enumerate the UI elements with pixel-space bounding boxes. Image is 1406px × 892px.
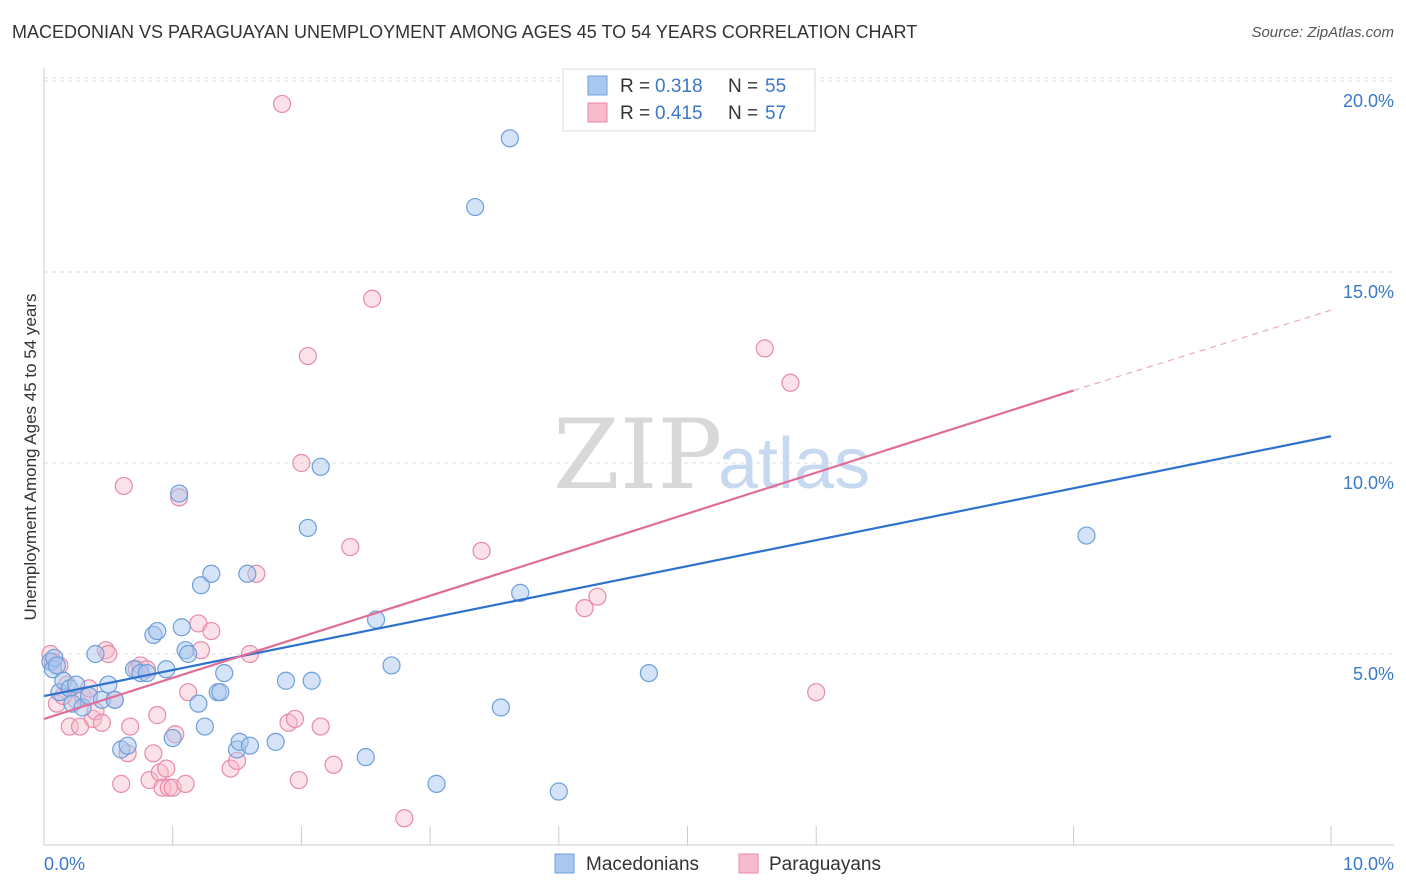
top-legend: R = 0.318 N = 55 R = 0.415 N = 57 — [562, 68, 816, 132]
x-tick-label-min: 0.0% — [44, 854, 85, 874]
legend-r-label-pink: R = — [620, 103, 650, 124]
macedonians-point-42 — [302, 671, 321, 690]
legend-n-label-pink: N = — [728, 103, 758, 124]
paraguayans-point-25 — [144, 744, 163, 763]
macedonians-point-11 — [86, 644, 105, 664]
macedonians-point-50 — [500, 129, 519, 148]
macedonians-point-51 — [511, 583, 530, 602]
paraguayans-point-43 — [272, 94, 292, 114]
chart-title: MACEDONIAN VS PARAGUAYAN UNEMPLOYMENT AM… — [12, 22, 918, 42]
bottom-legend: Macedonians Paraguayans — [554, 853, 881, 875]
legend-n-label-blue: N = — [728, 76, 758, 97]
bottom-legend-swatch-macedonians — [554, 853, 575, 874]
paraguayans-point-28 — [153, 778, 172, 797]
macedonians-point-47 — [427, 774, 446, 793]
paraguayans-point-29 — [157, 759, 176, 778]
paraguayans-point-52 — [363, 289, 382, 308]
macedonians-point-37 — [240, 736, 260, 755]
paraguayans-point-55 — [575, 599, 594, 618]
macedonians-point-31 — [202, 564, 221, 583]
macedonians-point-48 — [466, 197, 485, 217]
macedonians-point-3 — [47, 656, 66, 675]
paraguayans-point-46 — [289, 770, 308, 790]
macedonians-point-43 — [311, 457, 330, 476]
legend-swatch-pink — [587, 102, 608, 123]
macedonians-point-28 — [189, 694, 208, 713]
macedonians-point-49 — [491, 698, 510, 717]
paraguayans-point-45 — [285, 709, 305, 729]
trend-lines — [43, 309, 1332, 720]
paraguayans-point-59 — [807, 683, 826, 702]
macedonians-point-30 — [195, 717, 214, 736]
x-tick-label-max: 10.0% — [1343, 854, 1394, 874]
paraguayans-point-58 — [781, 373, 800, 392]
macedonians-trend-line — [43, 435, 1332, 698]
paraguayans-trend-extension — [1073, 309, 1332, 391]
y-axis-label: Unemployment Among Ages 45 to 54 years — [21, 294, 40, 621]
paraguayans-point-35 — [179, 683, 198, 702]
legend-n-value-pink: 57 — [765, 103, 786, 124]
paraguayans-point-56 — [588, 587, 607, 606]
watermark-zip: ZIP — [553, 399, 722, 511]
paraguayans-point-57 — [755, 339, 774, 358]
paraguayans-point-20 — [121, 717, 140, 736]
macedonians-point-34 — [215, 663, 234, 683]
paraguayans-point-34 — [176, 774, 195, 793]
macedonians-point-25 — [172, 618, 191, 637]
paraguayans-point-13 — [92, 713, 112, 732]
y-tick-label-2: 15.0% — [1343, 282, 1394, 302]
paraguayans-point-47 — [292, 453, 311, 473]
macedonians-point-40 — [276, 671, 296, 690]
y-tick-label-0: 5.0% — [1353, 664, 1394, 684]
legend-n-value-blue: 55 — [765, 76, 786, 97]
paraguayans-point-39 — [221, 759, 240, 778]
paraguayans-point-18 — [114, 476, 133, 496]
paraguayans-trend-line — [43, 389, 1074, 720]
macedonians-point-33 — [211, 683, 230, 702]
legend-swatch-blue — [587, 75, 608, 96]
macedonians-points — [41, 129, 1096, 801]
bottom-legend-swatch-paraguayans — [738, 853, 759, 874]
macedonians-point-41 — [298, 518, 317, 538]
y-tick-label-3: 20.0% — [1343, 91, 1394, 111]
axes — [43, 68, 1394, 846]
legend-r-value-pink: 0.415 — [655, 103, 703, 124]
macedonians-point-16 — [118, 736, 137, 755]
macedonians-point-21 — [148, 621, 167, 641]
y-tick-label-1: 10.0% — [1343, 473, 1394, 493]
macedonians-point-54 — [1077, 526, 1096, 545]
paraguayans-point-17 — [112, 774, 131, 793]
bottom-legend-macedonians: Macedonians — [586, 854, 699, 875]
macedonians-point-53 — [639, 663, 658, 683]
macedonians-point-39 — [266, 732, 285, 751]
macedonians-point-44 — [356, 748, 375, 767]
paraguayans-point-50 — [324, 755, 343, 774]
paraguayans-point-6 — [60, 717, 79, 736]
paraguayans-point-49 — [311, 717, 330, 736]
macedonians-point-23 — [163, 728, 182, 748]
paraguayans-point-26 — [148, 706, 167, 725]
bottom-legend-paraguayans: Paraguayans — [769, 854, 881, 875]
y-tick-labels: 5.0% 10.0% 15.0% 20.0% — [1343, 91, 1394, 684]
paraguayans-point-51 — [341, 537, 360, 557]
macedonians-point-27 — [179, 644, 198, 664]
macedonians-point-38 — [238, 564, 257, 583]
watermark-atlas: atlas — [718, 424, 870, 504]
paraguayans-point-48 — [298, 346, 317, 366]
macedonians-point-52 — [549, 782, 568, 801]
macedonians-point-24 — [170, 484, 189, 503]
paraguayans-point-54 — [472, 541, 491, 560]
chart-source: Source: ZipAtlas.com — [1251, 24, 1394, 41]
macedonians-point-46 — [382, 656, 401, 675]
paraguayans-point-38 — [202, 621, 221, 641]
paraguayans-point-53 — [395, 809, 414, 828]
macedonians-point-29 — [191, 576, 211, 595]
legend-r-value-blue: 0.318 — [655, 76, 703, 97]
legend-r-label-blue: R = — [620, 76, 650, 97]
